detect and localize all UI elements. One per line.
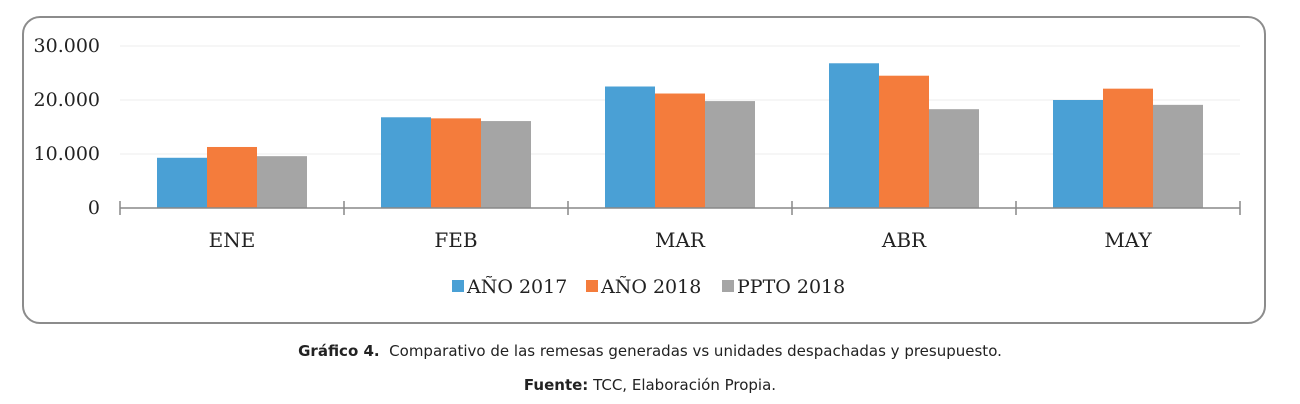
bar-chart: 0 10.000 20.000 30.000 ENE FEB MAR ABR MAY AÑO … [34,35,1241,298]
bar [829,63,879,208]
legend-swatch [586,280,598,292]
bars [157,63,1203,208]
x-category-label: ENE [209,228,256,252]
legend-label: AÑO 2018 [600,275,701,298]
y-tick-label: 0 [88,197,100,219]
x-axis-labels: ENE FEB MAR ABR MAY [209,228,1153,252]
legend-label: PPTO 2018 [737,276,845,298]
x-category-label: ABR [881,228,927,252]
x-axis [119,201,1241,215]
figure-label: Gráfico 4. [298,342,380,360]
source-caption: Fuente: TCC, Elaboración Propia. [0,376,1300,394]
bar [1153,104,1203,208]
y-tick-label: 30.000 [34,35,100,57]
legend-label: AÑO 2017 [466,275,567,298]
bar [257,156,307,208]
y-tick-label: 20.000 [34,89,100,111]
bar [929,109,979,208]
bar [605,86,655,208]
legend-swatch [722,280,734,292]
x-category-label: FEB [434,228,477,252]
bar [207,146,257,208]
bar [705,101,755,208]
bar [157,157,207,208]
y-axis-ticks: 0 10.000 20.000 30.000 [34,35,100,219]
x-category-label: MAR [655,228,706,252]
x-category-label: MAY [1104,228,1152,252]
bar [1103,88,1153,208]
figure-caption: Gráfico 4. Comparativo de las remesas ge… [0,342,1300,360]
figure-text: Comparativo de las remesas generadas vs … [389,342,1002,360]
bar [481,121,531,208]
bar [879,75,929,208]
legend-swatch [452,280,464,292]
source-label: Fuente: [523,376,589,394]
y-tick-label: 10.000 [34,143,100,165]
source-text: TCC, Elaboración Propia. [593,376,777,394]
legend: AÑO 2017 AÑO 2018 PPTO 2018 [452,275,845,298]
bar [381,117,431,208]
bar [655,93,705,208]
bar [1053,100,1103,208]
bar [431,118,481,208]
